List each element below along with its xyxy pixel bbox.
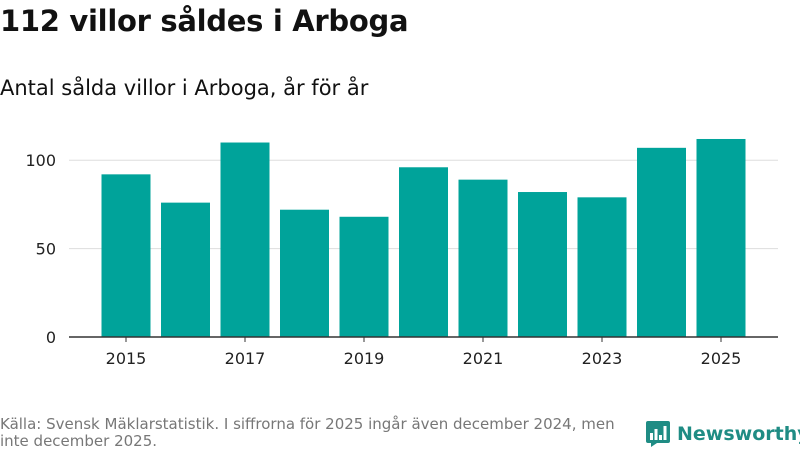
- bar-2022: [518, 192, 567, 337]
- bars: [101, 138, 746, 337]
- bar-2021: [458, 179, 508, 337]
- bar-2017: [220, 142, 270, 337]
- bar-2018: [280, 209, 329, 337]
- x-tick-label: 2015: [106, 349, 147, 368]
- chart-title: 112 villor såldes i Arboga: [0, 4, 409, 38]
- x-tick-label: 2017: [225, 349, 266, 368]
- x-tick-label: 2021: [463, 349, 504, 368]
- bar-2015: [101, 174, 151, 337]
- brand-name: Newsworthy: [677, 423, 800, 445]
- y-axis-ticks: 0 50 100: [25, 151, 56, 347]
- x-tick-label: 2023: [582, 349, 623, 368]
- source-note: Källa: Svensk Mäklarstatistik. I siffror…: [0, 415, 615, 450]
- bar-2020: [399, 167, 448, 337]
- x-tick-label: 2019: [344, 349, 385, 368]
- bar-2025: [696, 138, 746, 337]
- bar-2016: [161, 202, 210, 337]
- bar-2023: [577, 197, 627, 337]
- x-axis-ticks: 2015 2017 2019 2021 2023 2025: [106, 337, 742, 368]
- y-tick-label: 0: [46, 328, 56, 347]
- newsworthy-logo-icon: [646, 421, 670, 447]
- x-tick-label: 2025: [701, 349, 742, 368]
- brand-logo: Newsworthy: [645, 419, 800, 449]
- bar-chart: 0 50 100 2015 2017 2019 2021 2023 2025: [25, 138, 778, 368]
- chart-subtitle: Antal sålda villor i Arboga, år för år: [0, 76, 369, 100]
- bar-2024: [637, 147, 686, 337]
- bar-2019: [339, 216, 389, 337]
- y-tick-label: 100: [25, 151, 56, 170]
- y-tick-label: 50: [36, 240, 56, 259]
